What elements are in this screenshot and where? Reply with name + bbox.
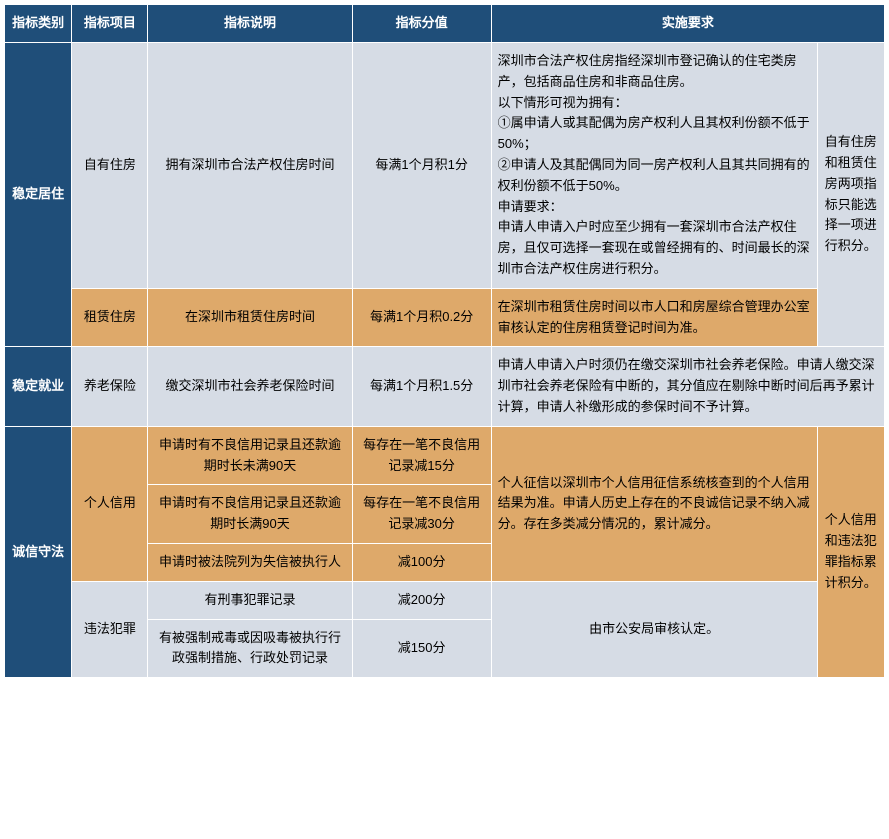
points-table: 指标类别 指标项目 指标说明 指标分值 实施要求 稳定居住 自有住房 拥有深圳市… bbox=[4, 4, 885, 678]
th-requirement: 实施要求 bbox=[491, 5, 884, 43]
desc-cell: 拥有深圳市合法产权住房时间 bbox=[148, 43, 352, 289]
item-rent-house: 租赁住房 bbox=[72, 288, 148, 347]
score-cell: 每满1个月积1.5分 bbox=[352, 347, 491, 426]
cat-residence: 稳定居住 bbox=[5, 43, 72, 347]
desc-cell: 有刑事犯罪记录 bbox=[148, 581, 352, 619]
cat-employment: 稳定就业 bbox=[5, 347, 72, 426]
table-row: 诚信守法 个人信用 申请时有不良信用记录且还款逾期时长未满90天 每存在一笔不良… bbox=[5, 426, 885, 485]
req-cell: 个人征信以深圳市个人信用征信系统核查到的个人信用结果为准。申请人历史上存在的不良… bbox=[491, 426, 817, 581]
req-cell: 深圳市合法产权住房指经深圳市登记确认的住宅类房产，包括商品住房和非商品住房。以下… bbox=[491, 43, 817, 289]
table-row: 租赁住房 在深圳市租赁住房时间 每满1个月积0.2分 在深圳市租赁住房时间以市人… bbox=[5, 288, 885, 347]
th-item: 指标项目 bbox=[72, 5, 148, 43]
table-row: 稳定居住 自有住房 拥有深圳市合法产权住房时间 每满1个月积1分 深圳市合法产权… bbox=[5, 43, 885, 289]
item-crime: 违法犯罪 bbox=[72, 581, 148, 677]
score-cell: 每存在一笔不良信用记录减30分 bbox=[352, 485, 491, 544]
req-cell: 申请人申请入户时须仍在缴交深圳市社会养老保险。申请人缴交深圳市社会养老保险有中断… bbox=[491, 347, 884, 426]
th-desc: 指标说明 bbox=[148, 5, 352, 43]
score-cell: 减200分 bbox=[352, 581, 491, 619]
desc-cell: 申请时被法院列为失信被执行人 bbox=[148, 543, 352, 581]
desc-cell: 申请时有不良信用记录且还款逾期时长满90天 bbox=[148, 485, 352, 544]
note-integrity: 个人信用和违法犯罪指标累计积分。 bbox=[817, 426, 884, 677]
item-credit: 个人信用 bbox=[72, 426, 148, 581]
score-cell: 每存在一笔不良信用记录减15分 bbox=[352, 426, 491, 485]
desc-cell: 在深圳市租赁住房时间 bbox=[148, 288, 352, 347]
score-cell: 每满1个月积1分 bbox=[352, 43, 491, 289]
score-cell: 减100分 bbox=[352, 543, 491, 581]
cat-integrity: 诚信守法 bbox=[5, 426, 72, 677]
desc-cell: 申请时有不良信用记录且还款逾期时长未满90天 bbox=[148, 426, 352, 485]
th-category: 指标类别 bbox=[5, 5, 72, 43]
header-row: 指标类别 指标项目 指标说明 指标分值 实施要求 bbox=[5, 5, 885, 43]
req-cell: 由市公安局审核认定。 bbox=[491, 581, 817, 677]
item-pension: 养老保险 bbox=[72, 347, 148, 426]
score-cell: 每满1个月积0.2分 bbox=[352, 288, 491, 347]
item-own-house: 自有住房 bbox=[72, 43, 148, 289]
desc-cell: 缴交深圳市社会养老保险时间 bbox=[148, 347, 352, 426]
table-row: 违法犯罪 有刑事犯罪记录 减200分 由市公安局审核认定。 bbox=[5, 581, 885, 619]
table-row: 稳定就业 养老保险 缴交深圳市社会养老保险时间 每满1个月积1.5分 申请人申请… bbox=[5, 347, 885, 426]
score-cell: 减150分 bbox=[352, 619, 491, 678]
desc-cell: 有被强制戒毒或因吸毒被执行行政强制措施、行政处罚记录 bbox=[148, 619, 352, 678]
req-cell: 在深圳市租赁住房时间以市人口和房屋综合管理办公室审核认定的住房租赁登记时间为准。 bbox=[491, 288, 817, 347]
note-residence: 自有住房和租赁住房两项指标只能选择一项进行积分。 bbox=[817, 43, 884, 347]
th-score: 指标分值 bbox=[352, 5, 491, 43]
